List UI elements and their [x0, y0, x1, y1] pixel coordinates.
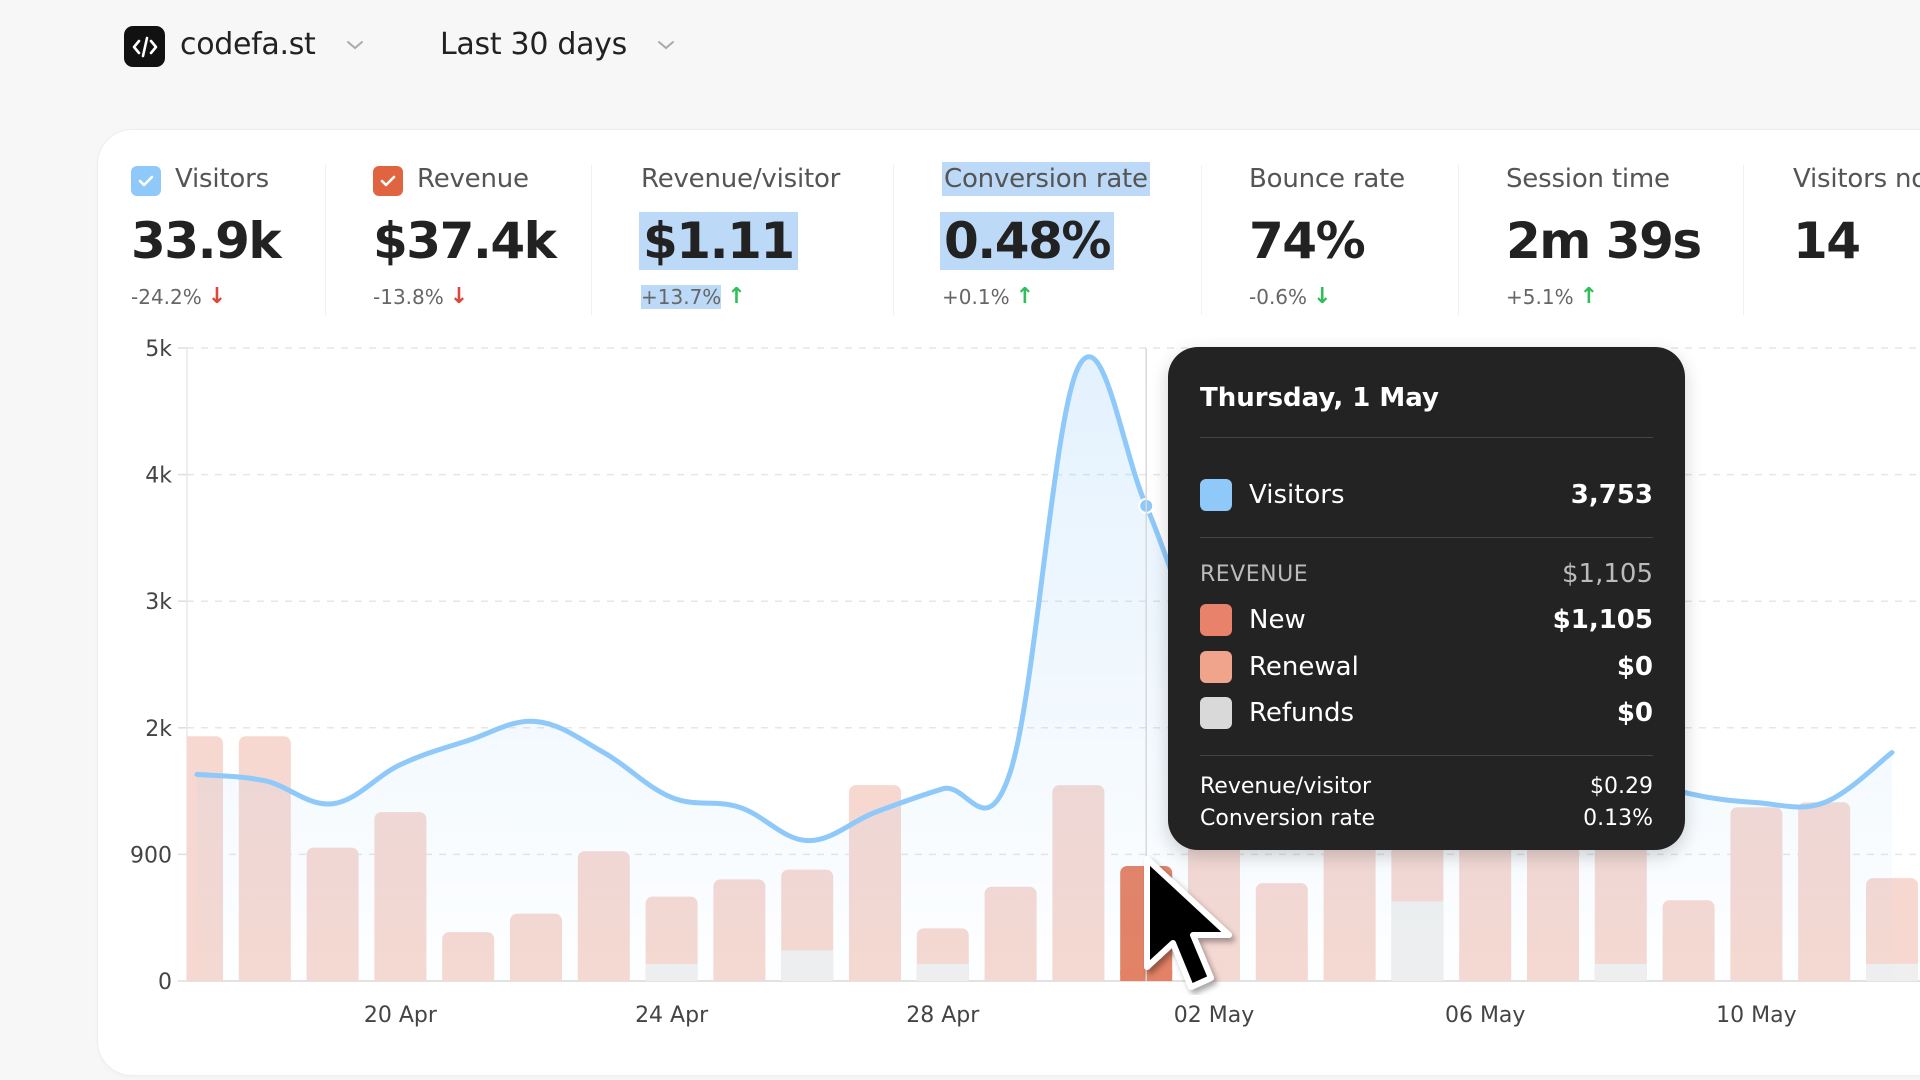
metric-change-value: +13.7%	[641, 285, 722, 309]
metric-change: -24.2% ↓	[131, 285, 226, 309]
arrow-down-icon: ↓	[449, 284, 469, 309]
top-bar: codefa.st Last 30 days	[0, 0, 1920, 100]
metric-divider	[893, 165, 894, 315]
arrow-up-icon: ↑	[1015, 284, 1035, 309]
new-swatch	[1200, 604, 1232, 636]
tooltip-section-label: REVENUE	[1200, 561, 1309, 587]
metric-change: +13.7% ↑	[641, 285, 746, 309]
metric-value: $37.4k	[373, 212, 557, 270]
arrow-down-icon: ↓	[207, 284, 227, 309]
tooltip-value: 0.13%	[1583, 805, 1653, 831]
tooltip-value: $0	[1616, 698, 1653, 728]
y-tick-label: 5k	[145, 337, 172, 362]
metric-value: 0.48%	[940, 212, 1114, 270]
tooltip-divider	[1200, 437, 1653, 438]
metric-revenue-per-visitor[interactable]: Revenue/visitor $1.11 +13.7% ↑	[639, 160, 881, 315]
x-tick-label: 06 May	[1445, 1003, 1525, 1028]
arrow-up-icon: ↑	[1579, 284, 1599, 309]
metric-value: 2m 39s	[1506, 212, 1702, 270]
chevron-down-icon[interactable]	[657, 38, 675, 52]
revenue-checkbox[interactable]	[373, 166, 403, 196]
metric-label: Visitors no	[1793, 164, 1920, 194]
arrow-down-icon: ↓	[1313, 284, 1332, 309]
x-tick-label: 20 Apr	[364, 1003, 438, 1028]
metric-label: Visitors	[175, 164, 269, 194]
tooltip-value: 3,753	[1570, 480, 1653, 510]
site-switcher-logo[interactable]	[124, 26, 165, 67]
metric-change: -13.8% ↓	[373, 285, 468, 309]
metric-value: 33.9k	[131, 212, 282, 270]
metric-visitors-now[interactable]: Visitors no 14	[1793, 160, 1920, 315]
tooltip-row-renewal: Renewal $0	[1200, 649, 1653, 685]
site-name[interactable]: codefa.st	[180, 27, 316, 62]
tooltip-label: Refunds	[1249, 698, 1355, 728]
metric-session-time[interactable]: Session time 2m 39s +5.1% ↑	[1506, 160, 1746, 315]
metric-divider	[325, 165, 326, 315]
x-tick-label: 24 Apr	[635, 1003, 709, 1028]
tooltip-label: Conversion rate	[1200, 805, 1376, 831]
y-tick-label: 4k	[145, 464, 172, 489]
tooltip-date: Thursday, 1 May	[1200, 383, 1439, 413]
visitors-checkbox[interactable]	[131, 166, 161, 196]
metric-visitors[interactable]: Visitors 33.9k -24.2% ↓	[131, 160, 331, 315]
chevron-down-icon[interactable]	[346, 38, 364, 52]
metric-value: 14	[1793, 212, 1861, 270]
metric-divider	[591, 165, 592, 315]
tooltip-row-visitors: Visitors 3,753	[1200, 477, 1653, 513]
metric-divider	[1458, 165, 1459, 315]
code-brackets-icon	[132, 36, 157, 57]
tooltip-row-new: New $1,105	[1200, 602, 1653, 638]
metric-value: 74%	[1249, 212, 1366, 270]
visitors-swatch	[1200, 479, 1232, 511]
metric-label: Revenue/visitor	[641, 164, 841, 194]
tooltip-row-refunds: Refunds $0	[1200, 695, 1653, 731]
metric-change: +0.1% ↑	[942, 285, 1034, 309]
metric-label: Revenue	[417, 164, 529, 194]
metric-change: +5.1% ↑	[1506, 285, 1598, 309]
tooltip-row-conversion-rate: Conversion rate 0.13%	[1200, 803, 1653, 833]
metric-label: Bounce rate	[1249, 164, 1405, 194]
tooltip-value: $0	[1616, 652, 1653, 682]
metric-change-value: -0.6%	[1249, 285, 1308, 309]
y-tick-label: 0	[158, 970, 172, 995]
metric-change-value: +5.1%	[1506, 285, 1574, 309]
chart-tooltip: Thursday, 1 May Visitors 3,753 REVENUE $…	[1168, 347, 1685, 850]
tooltip-value: $1,105	[1552, 605, 1653, 635]
tooltip-divider	[1200, 537, 1653, 538]
x-tick-label: 28 Apr	[906, 1003, 980, 1028]
x-tick-label: 10 May	[1716, 1003, 1796, 1028]
metric-revenue[interactable]: Revenue $37.4k -13.8% ↓	[373, 160, 593, 315]
metric-divider	[1743, 165, 1744, 315]
tooltip-value: $0.29	[1590, 773, 1653, 799]
metric-divider	[1201, 165, 1202, 315]
tooltip-revenue-header: REVENUE $1,105	[1200, 556, 1653, 592]
metric-label: Conversion rate	[942, 162, 1150, 196]
metric-label: Session time	[1506, 164, 1670, 194]
checkmark-icon	[138, 175, 154, 187]
tooltip-label: Revenue/visitor	[1200, 773, 1372, 799]
tooltip-label: New	[1249, 605, 1306, 635]
tooltip-label: Visitors	[1249, 480, 1345, 510]
x-tick-label: 02 May	[1174, 1003, 1254, 1028]
y-tick-label: 900	[130, 843, 172, 868]
tooltip-label: Renewal	[1249, 652, 1359, 682]
metric-change-value: -24.2%	[131, 285, 202, 309]
y-tick-label: 2k	[145, 717, 172, 742]
refunds-swatch	[1200, 697, 1232, 729]
arrow-up-icon: ↑	[727, 284, 746, 309]
metric-change-value: -13.8%	[373, 285, 444, 309]
mouse-cursor-icon	[1144, 856, 1232, 990]
tooltip-divider	[1200, 755, 1653, 756]
tooltip-section-value: $1,105	[1562, 559, 1653, 589]
renewal-swatch	[1200, 651, 1232, 683]
date-range-dropdown[interactable]: Last 30 days	[440, 27, 627, 62]
metric-value: $1.11	[639, 212, 798, 270]
checkmark-icon	[380, 175, 396, 187]
metric-conversion-rate[interactable]: Conversion rate 0.48% +0.1% ↑	[940, 160, 1202, 315]
tooltip-row-revenue-per-visitor: Revenue/visitor $0.29	[1200, 771, 1653, 801]
y-tick-label: 3k	[145, 590, 172, 615]
metric-change: -0.6% ↓	[1249, 285, 1331, 309]
metric-change-value: +0.1%	[942, 285, 1010, 309]
metric-bounce-rate[interactable]: Bounce rate 74% -0.6% ↓	[1249, 160, 1469, 315]
